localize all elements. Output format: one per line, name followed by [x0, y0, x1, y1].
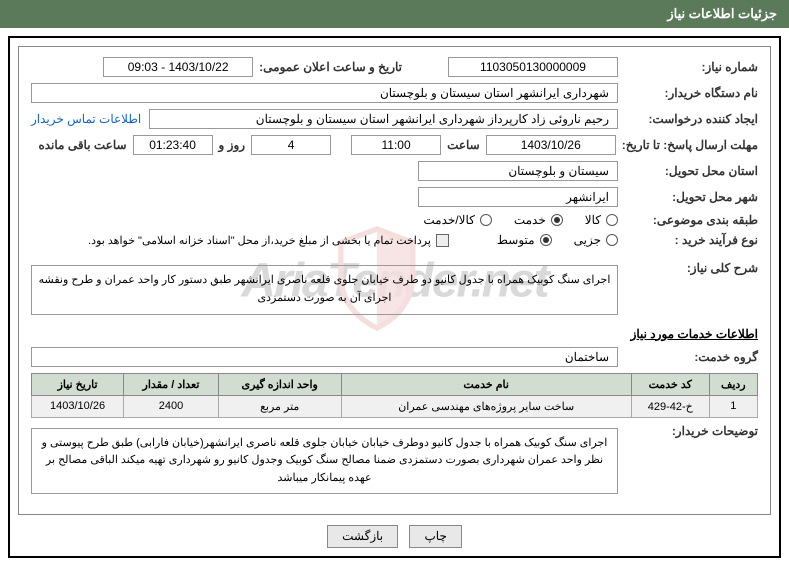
radio-goods-service[interactable]: کالا/خدمت — [423, 213, 491, 227]
th-date: تاریخ نیاز — [32, 373, 124, 395]
row-category: طبقه بندی موضوعی: کالا خدمت کالا/خدمت — [31, 213, 758, 227]
service-group-label: گروه خدمت: — [618, 350, 758, 364]
row-deadline: مهلت ارسال پاسخ: تا تاریخ: 1403/10/26 سا… — [31, 135, 758, 155]
buyer-org-label: نام دستگاه خریدار: — [618, 86, 758, 100]
category-label: طبقه بندی موضوعی: — [618, 213, 758, 227]
public-announce-field: 1403/10/22 - 09:03 — [103, 57, 253, 77]
radio-goods-service-label: کالا/خدمت — [423, 213, 474, 227]
payment-checkbox[interactable] — [431, 233, 449, 247]
buyer-org-field: شهرداری ایرانشهر استان سیستان و بلوچستان — [31, 83, 618, 103]
days-and-label: روز و — [213, 138, 252, 152]
payment-note: پرداخت تمام یا بخشی از مبلغ خرید،از محل … — [88, 234, 431, 247]
radio-partial[interactable]: جزیی — [574, 233, 618, 247]
row-process-type: نوع فرآیند خرید : جزیی متوسط پرداخت تمام… — [31, 233, 758, 247]
print-button[interactable]: چاپ — [409, 525, 461, 548]
th-qty: تعداد / مقدار — [124, 373, 219, 395]
td-unit: متر مربع — [218, 395, 341, 417]
radio-goods-label: کالا — [585, 213, 601, 227]
td-code: خ-42-429 — [631, 395, 709, 417]
back-button[interactable]: بازگشت — [327, 525, 398, 548]
days-field: 4 — [251, 135, 331, 155]
delivery-province-label: استان محل تحویل: — [618, 164, 758, 178]
td-row: 1 — [709, 395, 757, 417]
deadline-time-field: 11:00 — [351, 135, 441, 155]
row-service-group: گروه خدمت: ساختمان — [31, 347, 758, 367]
th-name: نام خدمت — [341, 373, 631, 395]
delivery-city-label: شهر محل تحویل: — [618, 190, 758, 204]
row-need-desc: شرح کلی نیاز: اجرای سنگ کوبیک همراه با ج… — [31, 261, 758, 318]
th-unit: واحد اندازه گیری — [218, 373, 341, 395]
service-group-field: ساختمان — [31, 347, 618, 367]
delivery-province-field: سیستان و بلوچستان — [418, 161, 618, 181]
table-header-row: ردیف کد خدمت نام خدمت واحد اندازه گیری ت… — [32, 373, 758, 395]
need-desc-box: اجرای سنگ کوبیک همراه با جدول کانیو دو ط… — [31, 265, 618, 314]
deadline-date-field: 1403/10/26 — [486, 135, 616, 155]
radio-partial-label: جزیی — [574, 233, 601, 247]
td-date: 1403/10/26 — [32, 395, 124, 417]
radio-goods-service-circle — [480, 214, 492, 226]
need-desc-label: شرح کلی نیاز: — [618, 261, 758, 275]
time-label: ساعت — [441, 138, 486, 152]
row-need-number: شماره نیاز: 1103050130000009 تاریخ و ساع… — [31, 57, 758, 77]
row-city: شهر محل تحویل: ایرانشهر — [31, 187, 758, 207]
td-qty: 2400 — [124, 395, 219, 417]
need-number-field: 1103050130000009 — [448, 57, 618, 77]
checkbox-icon — [436, 234, 449, 247]
deadline-label: مهلت ارسال پاسخ: تا تاریخ: — [616, 138, 758, 152]
requester-field: رحیم ناروئی زاد کارپرداز شهرداری ایرانشه… — [149, 109, 618, 129]
buyer-notes-box: اجرای سنگ کوبیک همراه با جدول کانیو دوطر… — [31, 428, 618, 495]
th-row: ردیف — [709, 373, 757, 395]
radio-goods[interactable]: کالا — [585, 213, 618, 227]
row-buyer-org: نام دستگاه خریدار: شهرداری ایرانشهر استا… — [31, 83, 758, 103]
public-announce-label: تاریخ و ساعت اعلان عمومی: — [253, 60, 408, 74]
process-type-label: نوع فرآیند خرید : — [618, 233, 758, 247]
delivery-city-field: ایرانشهر — [418, 187, 618, 207]
buyer-notes-label: توضیحات خریدار: — [618, 424, 758, 438]
radio-medium-circle — [540, 234, 552, 246]
requester-label: ایجاد کننده درخواست: — [618, 112, 758, 126]
page-header: جزئیات اطلاعات نیاز — [0, 0, 789, 28]
radio-medium-label: متوسط — [497, 233, 535, 247]
row-requester: ایجاد کننده درخواست: رحیم ناروئی زاد کار… — [31, 109, 758, 129]
process-radio-group: جزیی متوسط — [479, 233, 618, 247]
row-buyer-notes: توضیحات خریدار: اجرای سنگ کوبیک همراه با… — [31, 424, 758, 499]
buyer-contact-link[interactable]: اطلاعات تماس خریدار — [31, 112, 149, 126]
page-title: جزئیات اطلاعات نیاز — [667, 6, 777, 21]
counter-field: 01:23:40 — [133, 135, 213, 155]
row-province: استان محل تحویل: سیستان و بلوچستان — [31, 161, 758, 181]
remaining-label: ساعت باقی مانده — [32, 138, 132, 152]
outer-panel: AriaTender.net شماره نیاز: 1103050130000… — [8, 36, 781, 558]
radio-medium[interactable]: متوسط — [497, 233, 552, 247]
category-radio-group: کالا خدمت کالا/خدمت — [405, 213, 618, 227]
form-content: شماره نیاز: 1103050130000009 تاریخ و ساع… — [31, 57, 758, 498]
td-name: ساخت سایر پروژه‌های مهندسی عمران — [341, 395, 631, 417]
th-code: کد خدمت — [631, 373, 709, 395]
services-section-title: اطلاعات خدمات مورد نیاز — [31, 327, 758, 341]
radio-service[interactable]: خدمت — [514, 213, 563, 227]
radio-goods-circle — [606, 214, 618, 226]
radio-partial-circle — [606, 234, 618, 246]
services-table: ردیف کد خدمت نام خدمت واحد اندازه گیری ت… — [31, 373, 758, 418]
radio-service-circle — [551, 214, 563, 226]
inner-panel: AriaTender.net شماره نیاز: 1103050130000… — [18, 46, 771, 515]
need-number-label: شماره نیاز: — [618, 60, 758, 74]
radio-service-label: خدمت — [514, 213, 546, 227]
button-row: چاپ بازگشت — [18, 525, 771, 548]
table-row: 1 خ-42-429 ساخت سایر پروژه‌های مهندسی عم… — [32, 395, 758, 417]
